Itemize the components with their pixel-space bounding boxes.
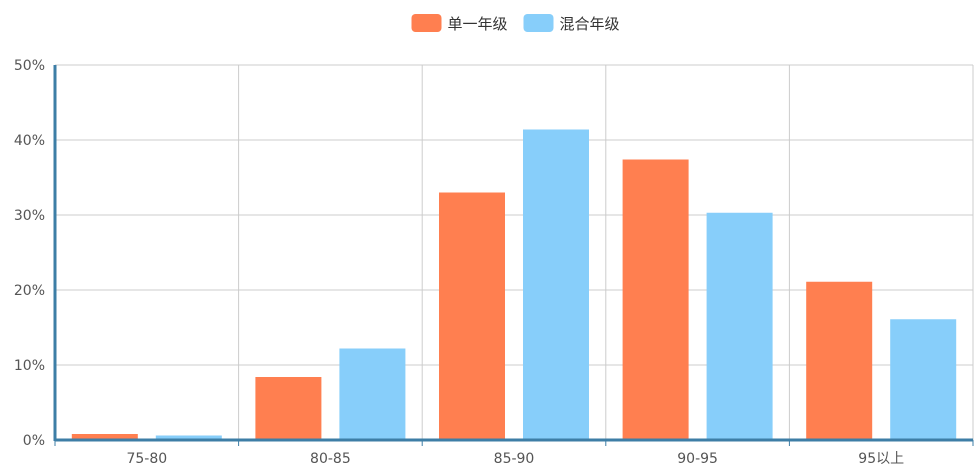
legend-item[interactable]: 混合年级 [523,14,620,33]
legend-label: 混合年级 [560,15,620,33]
bar[interactable] [806,281,873,440]
bar[interactable] [339,348,406,441]
legend-swatch [523,14,554,32]
legend-item[interactable]: 单一年级 [411,14,508,33]
y-tick-label: 0% [23,433,45,449]
axes: 0% 10% 20% 30% 40% 50% 75-80 80-85 85-90 90-95 95以… [14,58,974,467]
legend-label: 单一年级 [448,15,508,33]
x-tick-label: 95以上 [858,451,904,467]
bar[interactable] [890,319,957,440]
x-tick-label: 90-95 [677,451,718,467]
bar[interactable] [622,159,689,441]
bar[interactable] [523,129,589,441]
bar[interactable] [155,435,222,441]
bar[interactable] [706,212,773,440]
x-tick-label: 80-85 [310,451,351,467]
y-tick-label: 10% [14,358,45,374]
x-tick-label: 75-80 [126,451,167,467]
legend[interactable]: 单一年级 混合年级 [411,14,620,33]
bar[interactable] [255,377,322,440]
y-tick-label: 30% [14,208,45,224]
bar[interactable] [71,434,138,440]
x-tick-label: 85-90 [494,451,535,467]
y-tick-label: 20% [14,283,45,299]
bar[interactable] [439,192,505,441]
legend-swatch [411,14,442,32]
bars [71,129,957,441]
y-tick-label: 50% [14,58,45,74]
y-tick-label: 40% [14,133,45,149]
